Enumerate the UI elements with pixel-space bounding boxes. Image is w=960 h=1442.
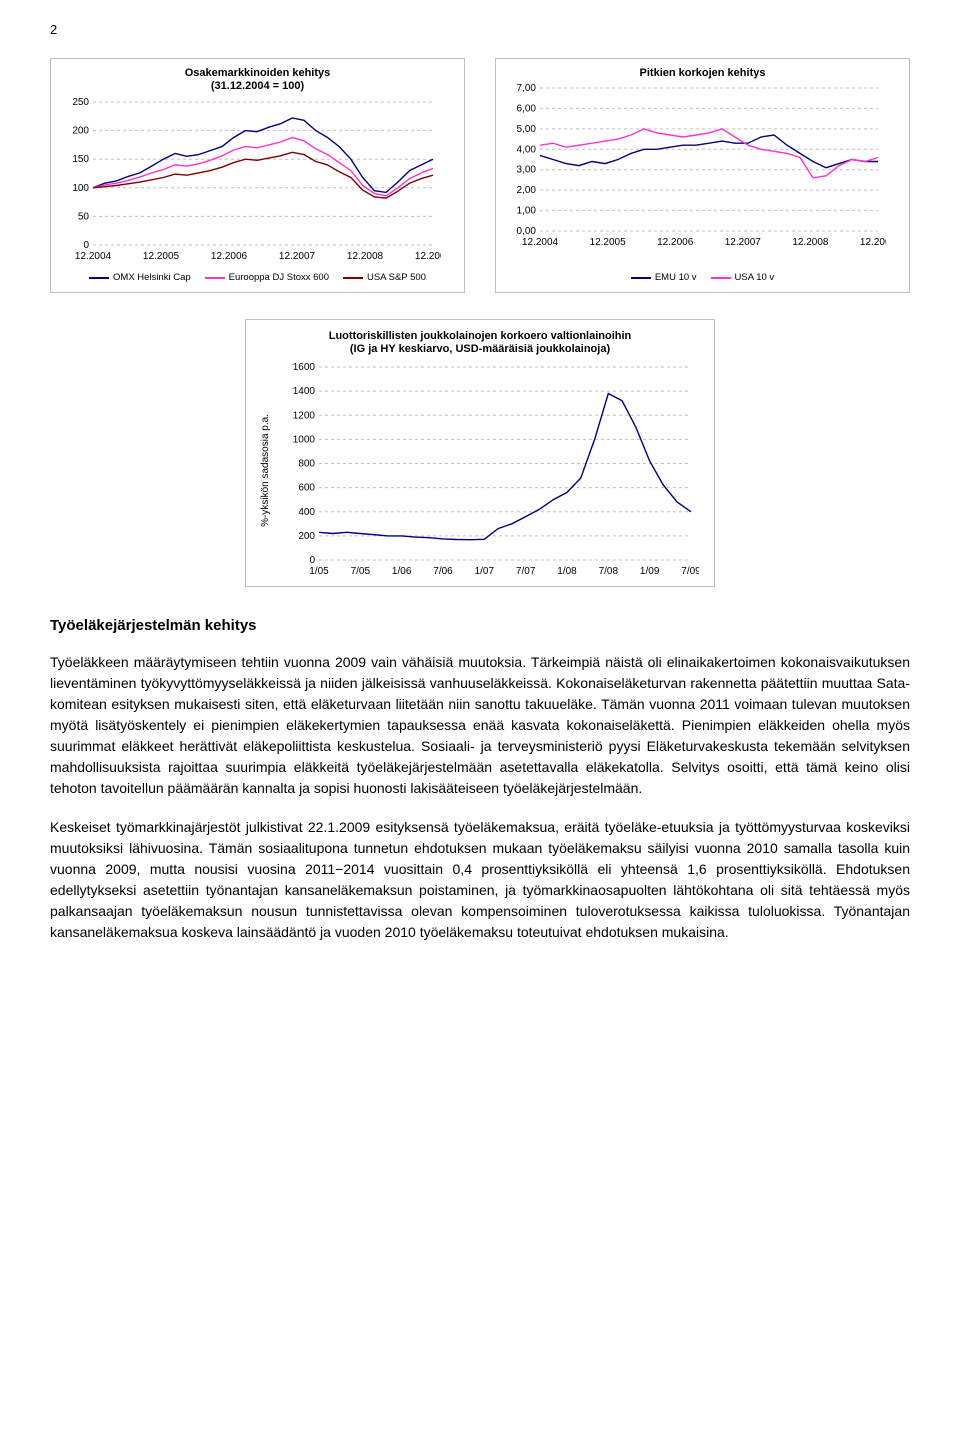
svg-text:3,00: 3,00 (517, 165, 537, 176)
interest-chart-title: Pitkien korkojen kehitys (506, 67, 899, 81)
legend-item: OMX Helsinki Cap (89, 271, 191, 285)
stock-chart-legend: OMX Helsinki Cap Eurooppa DJ Stoxx 600 USA… (61, 271, 454, 285)
svg-text:6,00: 6,00 (517, 104, 537, 115)
svg-text:0: 0 (83, 240, 89, 251)
svg-text:5,00: 5,00 (517, 124, 537, 135)
svg-text:7,00: 7,00 (517, 84, 537, 94)
svg-text:7/08: 7/08 (599, 566, 619, 577)
paragraph-1: Työeläkkeen määräytymiseen tehtiin vuonn… (50, 652, 910, 799)
svg-text:1000: 1000 (293, 434, 316, 445)
svg-text:0,00: 0,00 (517, 226, 537, 237)
svg-text:12.2009: 12.2009 (860, 237, 886, 248)
svg-text:50: 50 (78, 211, 90, 222)
legend-swatch (89, 277, 109, 279)
svg-text:12.2008: 12.2008 (347, 251, 384, 262)
svg-text:12.2006: 12.2006 (657, 237, 694, 248)
svg-text:4,00: 4,00 (517, 145, 537, 156)
svg-text:12.2007: 12.2007 (279, 251, 316, 262)
paragraph-2: Keskeiset työmarkkinajärjestöt julkistiv… (50, 817, 910, 943)
stock-chart-title: Osakemarkkinoiden kehitys (31.12.2004 = … (61, 67, 454, 95)
interest-chart-plot: 0,00 1,00 2,00 3,00 4,00 5,00 6,00 7,00 12.2004 1… (506, 84, 899, 267)
svg-text:600: 600 (298, 483, 315, 494)
svg-text:800: 800 (298, 459, 315, 470)
legend-item: USA 10 v (711, 271, 775, 285)
legend-item: USA S&P 500 (343, 271, 426, 285)
svg-text:12.2007: 12.2007 (725, 237, 762, 248)
stock-chart-title-line2: (31.12.2004 = 100) (211, 80, 304, 92)
legend-item: Eurooppa DJ Stoxx 600 (205, 271, 329, 285)
stock-market-chart: Osakemarkkinoiden kehitys (31.12.2004 = … (50, 58, 465, 293)
svg-text:1600: 1600 (293, 363, 316, 373)
svg-text:0: 0 (309, 555, 315, 566)
svg-text:1/07: 1/07 (475, 566, 495, 577)
svg-text:1,00: 1,00 (517, 206, 537, 217)
section-heading: Työeläkejärjestelmän kehitys (50, 615, 910, 638)
svg-text:1/09: 1/09 (640, 566, 660, 577)
legend-label: Eurooppa DJ Stoxx 600 (229, 271, 329, 285)
legend-item: EMU 10 v (631, 271, 697, 285)
page-number: 2 (50, 20, 910, 40)
svg-text:1400: 1400 (293, 386, 316, 397)
interest-rate-chart: Pitkien korkojen kehitys 0,00 1,00 2,00 3,0… (495, 58, 910, 293)
svg-text:7/09: 7/09 (681, 566, 699, 577)
top-charts-row: Osakemarkkinoiden kehitys (31.12.2004 = … (50, 58, 910, 293)
stock-chart-title-line1: Osakemarkkinoiden kehitys (185, 67, 331, 79)
svg-text:400: 400 (298, 507, 315, 518)
svg-text:250: 250 (72, 98, 89, 108)
svg-text:150: 150 (72, 154, 89, 165)
stock-chart-plot: 0 50 100 150 200 250 12.2004 12.2005 12.2006 12.2… (61, 98, 454, 267)
svg-text:12.2006: 12.2006 (211, 251, 248, 262)
spread-chart-title: Luottoriskillisten joukkolainojen korkoe… (258, 330, 702, 358)
legend-label: OMX Helsinki Cap (113, 271, 191, 285)
svg-text:12.2004: 12.2004 (75, 251, 112, 262)
legend-swatch (205, 277, 225, 279)
svg-text:200: 200 (72, 126, 89, 137)
svg-text:1/06: 1/06 (392, 566, 412, 577)
svg-text:7/06: 7/06 (433, 566, 453, 577)
spread-chart-container: Luottoriskillisten joukkolainojen korkoe… (50, 319, 910, 588)
svg-text:100: 100 (72, 183, 89, 194)
interest-chart-legend: EMU 10 v USA 10 v (506, 271, 899, 285)
svg-text:12.2004: 12.2004 (522, 237, 559, 248)
spread-title-line2: (IG ja HY keskiarvo, USD-määräisiä joukk… (350, 343, 610, 355)
legend-label: USA 10 v (735, 271, 775, 285)
credit-spread-chart: Luottoriskillisten joukkolainojen korkoe… (245, 319, 715, 588)
svg-text:1/08: 1/08 (557, 566, 577, 577)
legend-swatch (631, 277, 651, 279)
legend-swatch (343, 277, 363, 279)
svg-text:7/05: 7/05 (351, 566, 371, 577)
svg-text:1/05: 1/05 (309, 566, 329, 577)
spread-chart-plot: 0 200 400 600 800 1000 1200 1400 1600 1/05 7/05 1/0… (279, 363, 699, 578)
spread-chart-ylabel: %-yksikön sadasosia p.a. (258, 414, 273, 527)
svg-text:7/07: 7/07 (516, 566, 536, 577)
svg-text:12.2009: 12.2009 (415, 251, 441, 262)
svg-text:12.2008: 12.2008 (792, 237, 829, 248)
svg-text:12.2005: 12.2005 (590, 237, 627, 248)
legend-label: EMU 10 v (655, 271, 697, 285)
spread-title-line1: Luottoriskillisten joukkolainojen korkoe… (329, 330, 632, 342)
svg-text:12.2005: 12.2005 (143, 251, 180, 262)
svg-text:200: 200 (298, 531, 315, 542)
svg-text:2,00: 2,00 (517, 185, 537, 196)
svg-text:1200: 1200 (293, 410, 316, 421)
legend-swatch (711, 277, 731, 279)
legend-label: USA S&P 500 (367, 271, 426, 285)
